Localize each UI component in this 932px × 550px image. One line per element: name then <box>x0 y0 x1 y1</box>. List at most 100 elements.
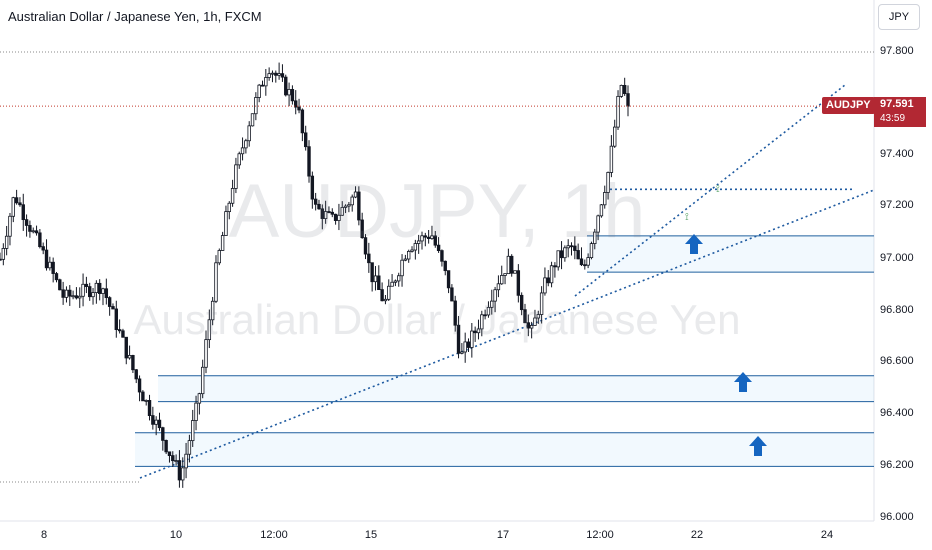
candle <box>114 300 118 338</box>
candle-body <box>397 275 401 282</box>
candle <box>297 98 301 114</box>
candle <box>290 85 295 105</box>
candle-body <box>11 197 15 217</box>
candle <box>307 140 311 183</box>
candle <box>200 359 205 399</box>
candle-body <box>264 77 268 87</box>
price-label: 96.600 <box>880 355 914 367</box>
candle-body <box>270 72 275 75</box>
candle <box>446 270 451 294</box>
currency-button[interactable]: JPY <box>878 4 920 30</box>
candle <box>294 90 298 115</box>
candle-body <box>367 253 371 264</box>
candle-body <box>300 109 305 134</box>
candle-body <box>430 235 434 239</box>
candle <box>21 193 25 231</box>
last-price-badge: 97.591 43:59 <box>874 97 926 127</box>
candle <box>533 309 537 326</box>
candle-body <box>297 106 301 111</box>
candle <box>400 254 404 287</box>
candle-body <box>154 419 158 425</box>
candle <box>393 279 398 287</box>
chart-title: Australian Dollar / Japanese Yen, 1h, FX… <box>8 9 262 24</box>
candle-body <box>4 235 9 249</box>
candle-body <box>539 292 544 315</box>
candle <box>74 287 79 300</box>
candle <box>264 69 268 96</box>
candle-body <box>157 419 162 429</box>
candle <box>596 214 600 241</box>
candle <box>423 232 428 247</box>
candle-body <box>466 341 471 348</box>
candle <box>406 249 411 263</box>
time-label: 24 <box>820 529 834 541</box>
candle-body <box>91 292 95 298</box>
candle-body <box>373 275 378 283</box>
candle-body <box>549 265 554 284</box>
candle-body <box>546 277 550 284</box>
candle-body <box>61 289 65 298</box>
candle <box>626 85 630 117</box>
candle <box>453 295 457 332</box>
candle-body <box>181 467 185 481</box>
up-arrow-icon <box>734 372 752 392</box>
candle-body <box>121 330 125 338</box>
candle-body <box>603 192 607 206</box>
candle <box>553 262 557 278</box>
candle <box>390 274 394 287</box>
price-label: 97.000 <box>880 252 914 264</box>
candle-body <box>393 280 398 283</box>
candle <box>350 194 354 212</box>
candle-body <box>68 289 72 297</box>
candle <box>323 200 328 224</box>
candle-body <box>476 328 481 334</box>
candle <box>227 201 231 220</box>
candle-body <box>284 76 288 96</box>
candle-body <box>453 300 457 326</box>
candle-body <box>184 453 188 469</box>
up-arrow-icon <box>749 436 767 456</box>
candle <box>44 239 49 271</box>
candle-body <box>586 257 590 266</box>
candle <box>177 450 182 488</box>
candle-body <box>556 250 560 268</box>
candle-body <box>51 261 55 274</box>
candle <box>513 270 517 274</box>
candle-body <box>433 235 437 246</box>
candle <box>81 273 85 307</box>
candle <box>224 205 228 236</box>
candle-body <box>14 197 19 204</box>
candle <box>217 248 222 266</box>
candle <box>583 259 587 270</box>
candle-body <box>164 439 168 453</box>
candle <box>220 231 225 251</box>
price-label: 96.400 <box>880 407 914 419</box>
candle <box>506 248 511 275</box>
candle-body <box>310 175 315 200</box>
candle <box>593 228 597 250</box>
candle-body <box>313 198 318 205</box>
candle <box>500 265 504 285</box>
candle <box>420 231 424 250</box>
candle <box>609 135 614 178</box>
candle-body <box>28 225 32 232</box>
time-label: 22 <box>690 529 704 541</box>
candle <box>573 236 577 260</box>
candle <box>463 332 467 363</box>
candle-body <box>224 211 228 236</box>
candle-body <box>44 249 49 269</box>
candle <box>333 213 338 225</box>
candle <box>104 278 109 305</box>
candle-body <box>496 283 501 291</box>
candle <box>546 270 550 287</box>
candle-body <box>579 258 584 266</box>
candle <box>240 137 245 161</box>
candle-body <box>426 236 431 239</box>
candle-body <box>436 244 441 251</box>
candle <box>436 237 441 253</box>
candle <box>181 457 185 488</box>
candle-body <box>593 231 597 244</box>
candle <box>613 119 617 148</box>
